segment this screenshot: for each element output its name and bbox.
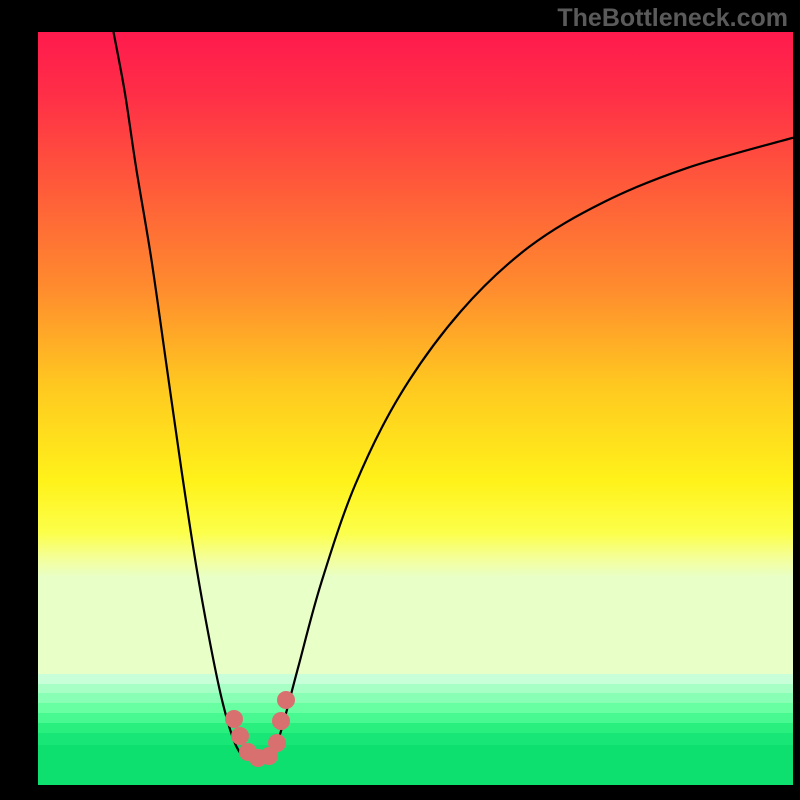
data-marker: [225, 710, 243, 728]
watermark-text: TheBottleneck.com: [557, 4, 788, 33]
data-marker: [231, 727, 249, 745]
data-marker: [268, 734, 286, 752]
plot-area: [38, 32, 793, 787]
curve-path: [114, 32, 794, 760]
data-marker: [277, 691, 295, 709]
bottleneck-curve: [38, 32, 793, 787]
data-marker: [272, 712, 290, 730]
